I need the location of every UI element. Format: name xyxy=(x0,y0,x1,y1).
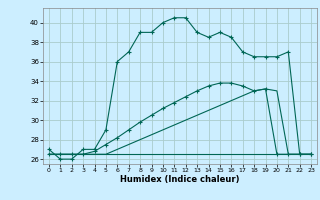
X-axis label: Humidex (Indice chaleur): Humidex (Indice chaleur) xyxy=(120,175,240,184)
